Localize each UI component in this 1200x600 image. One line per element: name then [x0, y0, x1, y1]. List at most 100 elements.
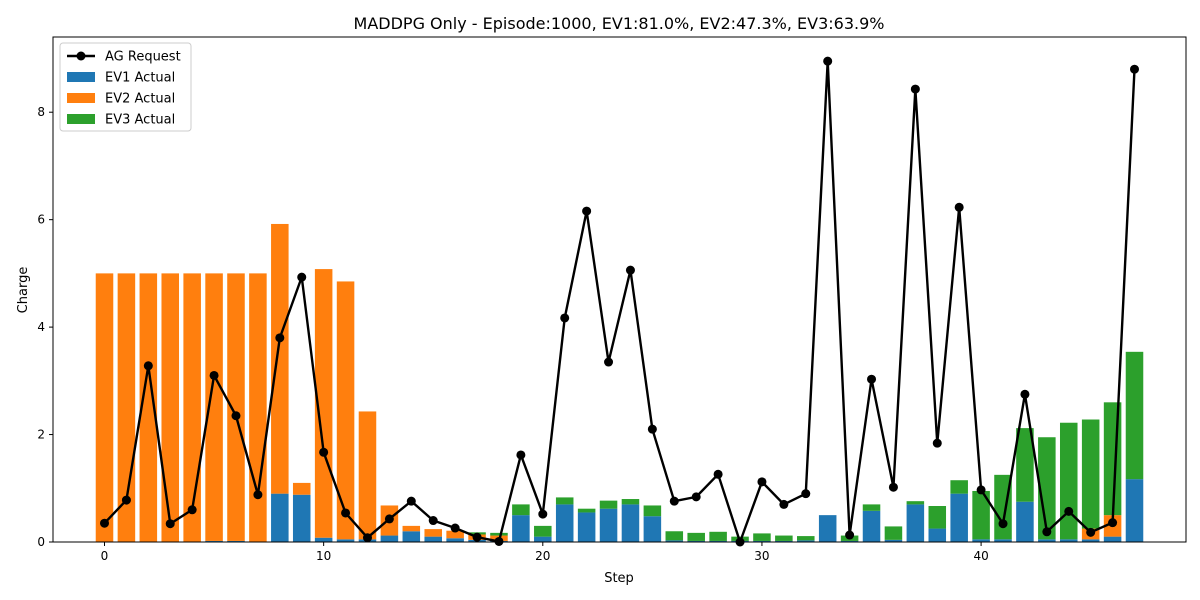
ag-request-point-13: [384, 514, 394, 524]
legend-marker-ag-request: [76, 51, 86, 61]
bar-ev1-step-45: [1081, 539, 1100, 542]
ag-request-point-16: [450, 523, 460, 533]
bar-ev3-step-22: [577, 508, 596, 513]
ag-request-point-31: [779, 499, 789, 509]
legend-label-ev1: EV1 Actual: [105, 71, 175, 86]
bar-ev1-step-31: [775, 540, 793, 542]
bar-ev1-step-13: [380, 535, 399, 542]
bar-ev1-step-36: [884, 539, 903, 542]
bar-ev2-step-7: [249, 273, 267, 542]
ag-request-point-22: [582, 206, 592, 216]
bar-ev3-step-26: [665, 531, 684, 541]
bar-ev2-step-0: [95, 273, 114, 542]
bar-ev2-step-2: [139, 273, 158, 542]
bar-ev1-step-43: [1038, 539, 1056, 542]
ag-request-point-42: [1020, 389, 1030, 399]
bar-ev1-step-11: [336, 539, 355, 542]
bar-ev2-step-6: [227, 273, 245, 541]
bar-ev2-step-4: [183, 273, 201, 542]
bar-ev1-step-28: [709, 540, 727, 542]
ag-request-point-36: [888, 482, 898, 492]
bar-ev1-step-40: [972, 539, 990, 542]
bar-ev3-step-47: [1125, 351, 1144, 480]
ag-request-point-27: [691, 492, 701, 502]
ag-request-point-41: [998, 519, 1008, 529]
ag-request-point-10: [319, 447, 329, 457]
ag-request-point-18: [494, 536, 504, 546]
ag-request-point-34: [845, 530, 855, 540]
ag-request-point-21: [560, 313, 570, 323]
ag-request-point-46: [1108, 518, 1118, 528]
ag-request-point-5: [209, 370, 219, 380]
x-tick-label-30: 30: [754, 549, 769, 563]
legend-swatch-ev3: [67, 114, 95, 124]
bar-ev3-step-35: [862, 504, 881, 511]
bar-ev1-step-9: [292, 494, 311, 542]
bar-ev1-step-33: [818, 515, 837, 542]
plot-frame: [52, 36, 1187, 543]
ag-request-point-19: [516, 450, 526, 460]
axes: 0 10 20 30 40 0 2 4 6 8: [37, 36, 1187, 563]
bar-ev1-step-46: [1103, 536, 1122, 542]
bar-ev3-step-18: [490, 532, 508, 536]
bar-ev1-step-38: [928, 528, 947, 542]
ag-request-point-3: [165, 519, 175, 529]
ag-request-point-20: [538, 509, 548, 519]
y-tick-label-0: 0: [37, 535, 45, 549]
ag-request-point-11: [341, 508, 351, 518]
ag-request-point-32: [801, 489, 811, 499]
bar-ev1-step-34: [840, 540, 859, 542]
y-tick-label-2: 2: [37, 428, 45, 442]
ag-request-point-44: [1064, 506, 1074, 516]
bar-ev1-step-44: [1059, 539, 1078, 542]
bar-ev3-step-24: [621, 499, 640, 505]
bar-ev1-step-42: [1016, 501, 1034, 542]
ag-request-point-35: [867, 374, 877, 384]
bar-ev1-step-21: [555, 504, 574, 542]
bar-ev1-step-5: [205, 540, 223, 542]
ag-request-point-14: [406, 496, 416, 506]
ag-request-point-25: [647, 424, 657, 434]
ag-request-point-9: [297, 272, 307, 282]
bar-ev2-step-9: [292, 482, 311, 495]
bar-ev1-step-25: [643, 516, 662, 542]
ag-request-point-30: [757, 477, 767, 487]
legend-box: [59, 42, 192, 132]
bar-ev3-step-32: [797, 536, 815, 541]
y-axis-label: Charge: [16, 267, 31, 314]
bar-ev1-step-15: [424, 536, 442, 542]
bar-ev1-step-14: [402, 531, 421, 542]
chart-title: MADDPG Only - Episode:1000, EV1:81.0%, E…: [354, 14, 885, 33]
legend-swatch-ev1: [67, 72, 95, 82]
x-tick-label-0: 0: [101, 549, 109, 563]
bar-ev3-step-27: [687, 532, 705, 541]
bar-ev2-step-11: [336, 281, 355, 540]
bar-ev3-step-39: [950, 480, 968, 494]
x-axis-label: Step: [604, 571, 634, 586]
legend-swatch-ev2: [67, 93, 95, 103]
ag-request-point-12: [362, 533, 372, 543]
x-tick-label-40: 40: [973, 549, 988, 563]
bar-ev1-step-35: [862, 510, 881, 542]
ag-request-point-24: [625, 265, 635, 275]
ag-request-point-33: [823, 56, 833, 66]
ag-request-point-8: [275, 333, 285, 343]
ag-request-point-1: [121, 495, 131, 505]
bar-ev3-step-31: [775, 535, 793, 541]
ag-request-point-2: [143, 361, 153, 371]
bar-ev3-step-43: [1038, 437, 1056, 540]
ag-request-point-47: [1130, 64, 1139, 74]
bar-ev2-step-15: [424, 529, 442, 537]
ag-request-point-0: [100, 518, 109, 528]
bar-ev3-step-19: [512, 504, 530, 516]
bar-ev3-step-28: [709, 531, 727, 541]
bar-ev1-step-16: [446, 538, 464, 542]
bar-ev1-step-20: [534, 536, 552, 542]
ag-request-point-7: [253, 490, 263, 500]
y-tick-label-8: 8: [37, 105, 45, 119]
bar-ev1-step-37: [906, 504, 925, 542]
legend-label-ev2: EV2 Actual: [105, 92, 175, 107]
legend-label-ag-request: AG Request: [105, 50, 181, 65]
ag-request-point-39: [954, 202, 964, 212]
